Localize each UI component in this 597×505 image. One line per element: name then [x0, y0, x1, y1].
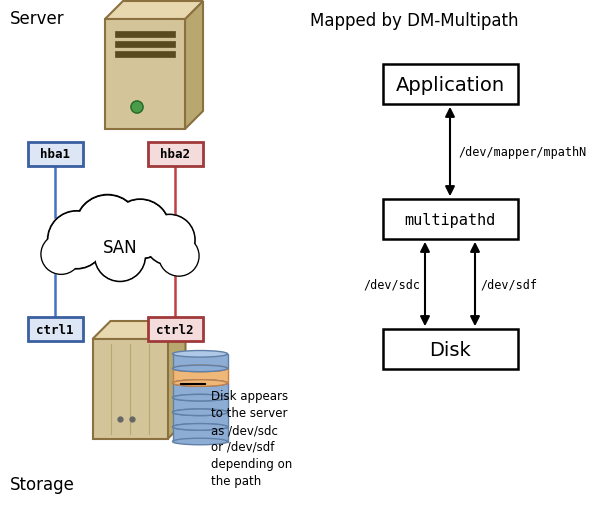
Ellipse shape — [173, 424, 227, 430]
Ellipse shape — [173, 424, 227, 430]
Text: Application: Application — [395, 75, 504, 94]
Ellipse shape — [173, 380, 227, 386]
Ellipse shape — [173, 438, 227, 445]
FancyBboxPatch shape — [383, 199, 518, 239]
FancyBboxPatch shape — [173, 383, 227, 398]
Text: /dev/sdf: /dev/sdf — [480, 278, 537, 291]
Ellipse shape — [173, 409, 227, 416]
FancyBboxPatch shape — [105, 20, 185, 130]
Text: multipathd: multipathd — [404, 212, 496, 227]
Text: hba1: hba1 — [40, 148, 70, 161]
Circle shape — [146, 217, 193, 264]
Text: Storage: Storage — [10, 475, 75, 493]
FancyBboxPatch shape — [173, 354, 227, 369]
FancyBboxPatch shape — [383, 65, 518, 105]
Ellipse shape — [173, 409, 227, 416]
Circle shape — [41, 235, 81, 274]
Polygon shape — [93, 321, 186, 339]
Circle shape — [112, 201, 168, 258]
Circle shape — [49, 213, 104, 268]
FancyBboxPatch shape — [115, 42, 175, 48]
Ellipse shape — [173, 366, 227, 372]
Text: ctrl1: ctrl1 — [36, 323, 74, 336]
Ellipse shape — [173, 366, 227, 372]
Circle shape — [159, 237, 199, 276]
FancyBboxPatch shape — [27, 143, 82, 167]
FancyBboxPatch shape — [173, 413, 227, 427]
Text: hba2: hba2 — [160, 148, 190, 161]
Text: Mapped by DM-Multipath: Mapped by DM-Multipath — [310, 12, 519, 30]
Text: /dev/mapper/mpathN: /dev/mapper/mpathN — [458, 146, 586, 159]
Circle shape — [75, 195, 140, 260]
Polygon shape — [168, 321, 186, 439]
Circle shape — [48, 212, 106, 269]
Text: Disk appears
to the server
as /dev/sdc
or /dev/sdf
depending on
the path: Disk appears to the server as /dev/sdc o… — [211, 389, 293, 487]
FancyBboxPatch shape — [147, 317, 202, 341]
Circle shape — [144, 215, 195, 266]
Circle shape — [42, 236, 80, 274]
FancyBboxPatch shape — [115, 52, 175, 58]
FancyBboxPatch shape — [93, 339, 168, 439]
Text: Server: Server — [10, 10, 64, 28]
Text: SAN: SAN — [103, 238, 137, 257]
Circle shape — [131, 102, 143, 114]
FancyBboxPatch shape — [147, 143, 202, 167]
Circle shape — [110, 200, 170, 259]
Circle shape — [77, 197, 139, 259]
Text: ctrl2: ctrl2 — [156, 323, 194, 336]
Ellipse shape — [173, 394, 227, 401]
Text: Disk: Disk — [429, 340, 471, 359]
Ellipse shape — [173, 351, 227, 358]
FancyBboxPatch shape — [173, 427, 227, 442]
Circle shape — [95, 231, 145, 282]
FancyBboxPatch shape — [173, 369, 227, 383]
Polygon shape — [185, 2, 203, 130]
Circle shape — [96, 233, 144, 280]
FancyBboxPatch shape — [383, 329, 518, 369]
Text: /dev/sdc: /dev/sdc — [363, 278, 420, 291]
FancyBboxPatch shape — [27, 317, 82, 341]
FancyBboxPatch shape — [173, 398, 227, 413]
Polygon shape — [105, 2, 203, 20]
Ellipse shape — [173, 394, 227, 401]
Circle shape — [160, 238, 198, 275]
Ellipse shape — [173, 380, 227, 386]
FancyBboxPatch shape — [115, 32, 175, 38]
